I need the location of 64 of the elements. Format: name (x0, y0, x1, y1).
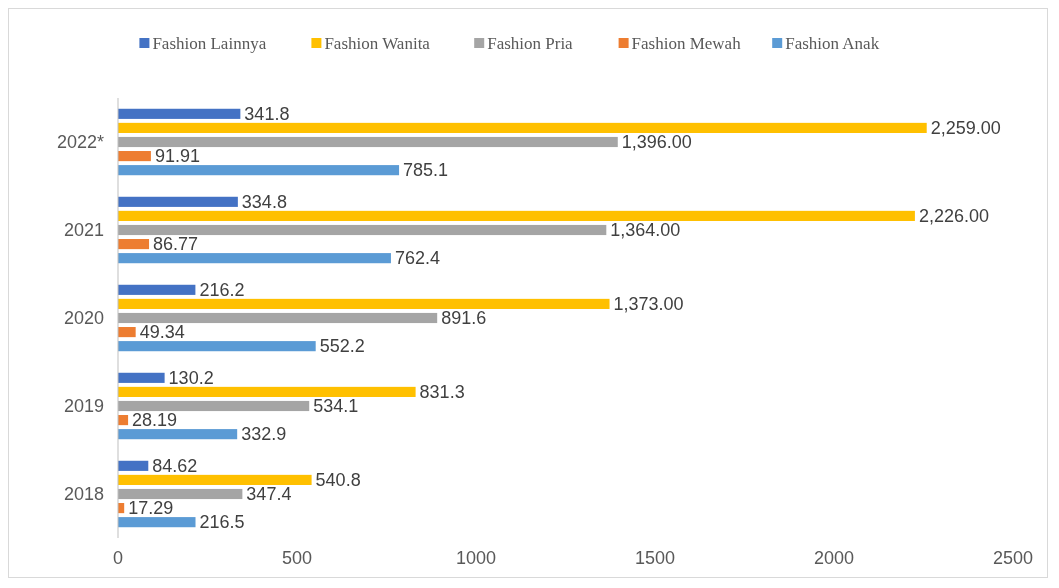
x-tick-label: 500 (281, 548, 313, 568)
bar (118, 429, 238, 440)
data-label: 84.62 (152, 456, 198, 477)
bar (118, 372, 165, 383)
data-label: 831.3 (419, 382, 465, 403)
data-label: 540.8 (315, 470, 361, 491)
data-label: 1,373.00 (613, 294, 684, 315)
data-label: 86.77 (153, 234, 199, 255)
data-label: 785.1 (403, 160, 449, 181)
data-label: 91.91 (154, 146, 200, 167)
data-label: 891.6 (441, 308, 487, 329)
bar (118, 460, 149, 471)
bar (118, 196, 238, 207)
bar (118, 327, 136, 338)
bar (118, 122, 927, 133)
bar (118, 312, 438, 324)
bar (118, 284, 196, 295)
data-label: 1,396.00 (621, 132, 692, 153)
bar (118, 239, 150, 250)
bar (118, 136, 618, 148)
bar (118, 108, 241, 119)
data-label: 334.8 (241, 192, 287, 213)
data-label: 130.2 (168, 368, 214, 389)
bar (118, 386, 416, 397)
data-label: 534.1 (313, 396, 359, 417)
bar (118, 224, 607, 236)
legend-label: Fashion Wanita (324, 33, 431, 53)
data-label: 2,259.00 (930, 118, 1001, 139)
data-label: 17.29 (128, 498, 174, 519)
legend-label: Fashion Pria (487, 33, 574, 53)
y-tick-label: 2018 (63, 484, 104, 505)
bar (118, 517, 196, 528)
bar (118, 298, 610, 309)
bar (118, 165, 400, 176)
data-label: 341.8 (244, 104, 290, 125)
x-tick-label: 1500 (634, 548, 676, 568)
data-label: 216.5 (199, 512, 245, 533)
data-label: 28.19 (132, 410, 178, 431)
x-tick-label: 2500 (992, 548, 1034, 568)
bar (118, 488, 243, 500)
data-label: 49.34 (139, 322, 185, 343)
bar (118, 400, 310, 412)
y-tick-label: 2021 (63, 220, 104, 241)
data-label: 1,364.00 (610, 220, 681, 241)
data-label: 762.4 (394, 248, 440, 269)
y-tick-label: 2020 (63, 308, 104, 329)
data-label: 332.9 (241, 424, 287, 445)
y-tick-label: 2019 (63, 396, 104, 417)
data-label: 347.4 (246, 484, 292, 505)
y-tick-label: 2022* (56, 132, 104, 153)
data-label: 552.2 (319, 336, 365, 357)
x-tick-label: 1000 (455, 548, 497, 568)
legend-label: Fashion Lainnya (152, 33, 267, 53)
bar (118, 253, 391, 264)
bar (118, 210, 915, 221)
x-tick-label: 2000 (813, 548, 855, 568)
data-label: 216.2 (199, 280, 245, 301)
bar (118, 151, 151, 162)
legend-label: Fashion Anak (785, 33, 880, 53)
bar (118, 474, 312, 485)
x-tick-label: 0 (112, 548, 124, 568)
bar (118, 341, 316, 352)
data-label: 2,226.00 (918, 206, 989, 227)
legend-label: Fashion Mewah (631, 33, 742, 53)
